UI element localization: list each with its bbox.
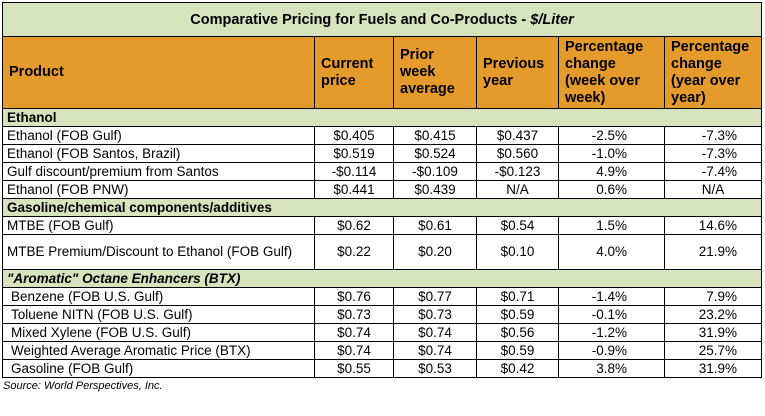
table-row: Gasoline (FOB Gulf) $0.55 $0.53 $0.42 3.8% 31… <box>2 359 763 378</box>
pct-year-cell: -7.4% <box>663 162 763 181</box>
previous-year-cell: $0.560 <box>476 144 559 163</box>
pct-week-cell: 0.6% <box>558 180 665 199</box>
pct-year-cell: 21.9% <box>663 234 763 270</box>
product-cell: Gulf discount/premium from Santos <box>2 162 315 181</box>
table-title: Comparative Pricing for Fuels and Co-Pro… <box>1 2 763 37</box>
current-price-cell: $0.55 <box>314 359 394 378</box>
product-cell: Toluene NITN (FOB U.S. Gulf) <box>2 305 315 324</box>
pct-week-cell: -0.9% <box>558 341 665 360</box>
previous-year-cell: -$0.123 <box>476 162 559 181</box>
table-row: Benzene (FOB U.S. Gulf) $0.76 $0.77 $0.71 -1… <box>2 287 763 306</box>
pct-year-cell: 14.6% <box>663 216 763 235</box>
prior-week-cell: $0.74 <box>393 341 477 360</box>
header-row: Product Current price Prior week average… <box>2 36 763 109</box>
current-price-cell: $0.74 <box>314 323 394 342</box>
previous-year-cell: $0.59 <box>476 341 559 360</box>
pct-year-cell: N/A <box>663 180 763 199</box>
pct-year-cell: -7.3% <box>663 126 763 145</box>
table-row: Ethanol (FOB PNW) $0.441 $0.439 N/A 0.6% N/A <box>2 180 763 199</box>
pct-year-cell: 31.9% <box>663 359 763 378</box>
previous-year-cell: $0.71 <box>476 287 559 306</box>
col-header-pct-change-year: Percentage change (year over year) <box>663 36 763 109</box>
prior-week-cell: $0.439 <box>393 180 477 199</box>
previous-year-cell: $0.54 <box>476 216 559 235</box>
pct-week-cell: 4.0% <box>558 234 665 270</box>
pct-year-cell: 25.7% <box>663 341 763 360</box>
prior-week-cell: $0.74 <box>393 323 477 342</box>
pct-week-cell: -1.2% <box>558 323 665 342</box>
pct-year-cell: 31.9% <box>663 323 763 342</box>
current-price-cell: $0.76 <box>314 287 394 306</box>
current-price-cell: $0.22 <box>314 234 394 270</box>
pricing-table: Comparative Pricing for Fuels and Co-Pro… <box>1 2 763 378</box>
col-header-pct-change-week: Percentage change (week over week) <box>558 36 665 109</box>
current-price-cell: $0.405 <box>314 126 394 145</box>
section-header-row: Ethanol <box>1 108 763 127</box>
prior-week-cell: -$0.109 <box>393 162 477 181</box>
current-price-cell: $0.519 <box>314 144 394 163</box>
product-cell: Weighted Average Aromatic Price (BTX) <box>2 341 315 360</box>
pct-week-cell: -1.0% <box>558 144 665 163</box>
pct-year-cell: 23.2% <box>663 305 763 324</box>
title-row: Comparative Pricing for Fuels and Co-Pro… <box>1 2 763 37</box>
table-row: Toluene NITN (FOB U.S. Gulf) $0.73 $0.73 $0… <box>2 305 763 324</box>
prior-week-cell: $0.73 <box>393 305 477 324</box>
pct-week-cell: -0.1% <box>558 305 665 324</box>
product-cell: Benzene (FOB U.S. Gulf) <box>2 287 315 306</box>
pricing-table-container: Comparative Pricing for Fuels and Co-Pro… <box>1 2 763 392</box>
product-cell: MTBE (FOB Gulf) <box>2 216 315 235</box>
pct-year-cell: -7.3% <box>663 144 763 163</box>
prior-week-cell: $0.524 <box>393 144 477 163</box>
section-header-row: "Aromatic" Octane Enhancers (BTX) <box>1 269 763 288</box>
table-row: Ethanol (FOB Gulf) $0.405 $0.415 $0.437 -2.5… <box>2 126 763 145</box>
current-price-cell: -$0.114 <box>314 162 394 181</box>
prior-week-cell: $0.77 <box>393 287 477 306</box>
previous-year-cell: $0.42 <box>476 359 559 378</box>
title-text: Comparative Pricing for Fuels and Co-Pro… <box>190 11 531 28</box>
product-cell: MTBE Premium/Discount to Ethanol (FOB Gu… <box>2 234 315 270</box>
table-row: Ethanol (FOB Santos, Brazil) $0.519 $0.524… <box>2 144 763 163</box>
product-cell: Ethanol (FOB Santos, Brazil) <box>2 144 315 163</box>
section-label: Gasoline/chemical components/additives <box>1 198 763 217</box>
current-price-cell: $0.441 <box>314 180 394 199</box>
pct-week-cell: -1.4% <box>558 287 665 306</box>
section-label: "Aromatic" Octane Enhancers (BTX) <box>1 269 763 288</box>
pct-year-cell: 7.9% <box>663 287 763 306</box>
product-cell: Ethanol (FOB PNW) <box>2 180 315 199</box>
pct-week-cell: -2.5% <box>558 126 665 145</box>
prior-week-cell: $0.415 <box>393 126 477 145</box>
current-price-cell: $0.62 <box>314 216 394 235</box>
prior-week-cell: $0.53 <box>393 359 477 378</box>
title-unit: $/Liter <box>530 11 574 28</box>
pct-week-cell: 4.9% <box>558 162 665 181</box>
section-label: Ethanol <box>1 108 763 127</box>
section-header-row: Gasoline/chemical components/additives <box>1 198 763 217</box>
product-cell: Gasoline (FOB Gulf) <box>2 359 315 378</box>
col-header-prior-week-average: Prior week average <box>393 36 477 109</box>
col-header-current-price: Current price <box>314 36 394 109</box>
current-price-cell: $0.73 <box>314 305 394 324</box>
previous-year-cell: $0.56 <box>476 323 559 342</box>
previous-year-cell: $0.59 <box>476 305 559 324</box>
table-row: MTBE (FOB Gulf) $0.62 $0.61 $0.54 1.5% 14.6% <box>2 216 763 235</box>
previous-year-cell: $0.437 <box>476 126 559 145</box>
pct-week-cell: 3.8% <box>558 359 665 378</box>
col-header-previous-year: Previous year <box>476 36 559 109</box>
prior-week-cell: $0.20 <box>393 234 477 270</box>
product-cell: Mixed Xylene (FOB U.S. Gulf) <box>2 323 315 342</box>
table-row: Weighted Average Aromatic Price (BTX) $0.… <box>2 341 763 360</box>
table-row: Gulf discount/premium from Santos -$0.114… <box>2 162 763 181</box>
previous-year-cell: $0.10 <box>476 234 559 270</box>
product-cell: Ethanol (FOB Gulf) <box>2 126 315 145</box>
source-note: Source: World Perspectives, Inc. <box>3 380 163 392</box>
previous-year-cell: N/A <box>476 180 559 199</box>
pct-week-cell: 1.5% <box>558 216 665 235</box>
table-row: MTBE Premium/Discount to Ethanol (FOB Gu… <box>2 234 763 270</box>
current-price-cell: $0.74 <box>314 341 394 360</box>
prior-week-cell: $0.61 <box>393 216 477 235</box>
table-row: Mixed Xylene (FOB U.S. Gulf) $0.74 $0.74 $0… <box>2 323 763 342</box>
col-header-product: Product <box>2 36 315 109</box>
